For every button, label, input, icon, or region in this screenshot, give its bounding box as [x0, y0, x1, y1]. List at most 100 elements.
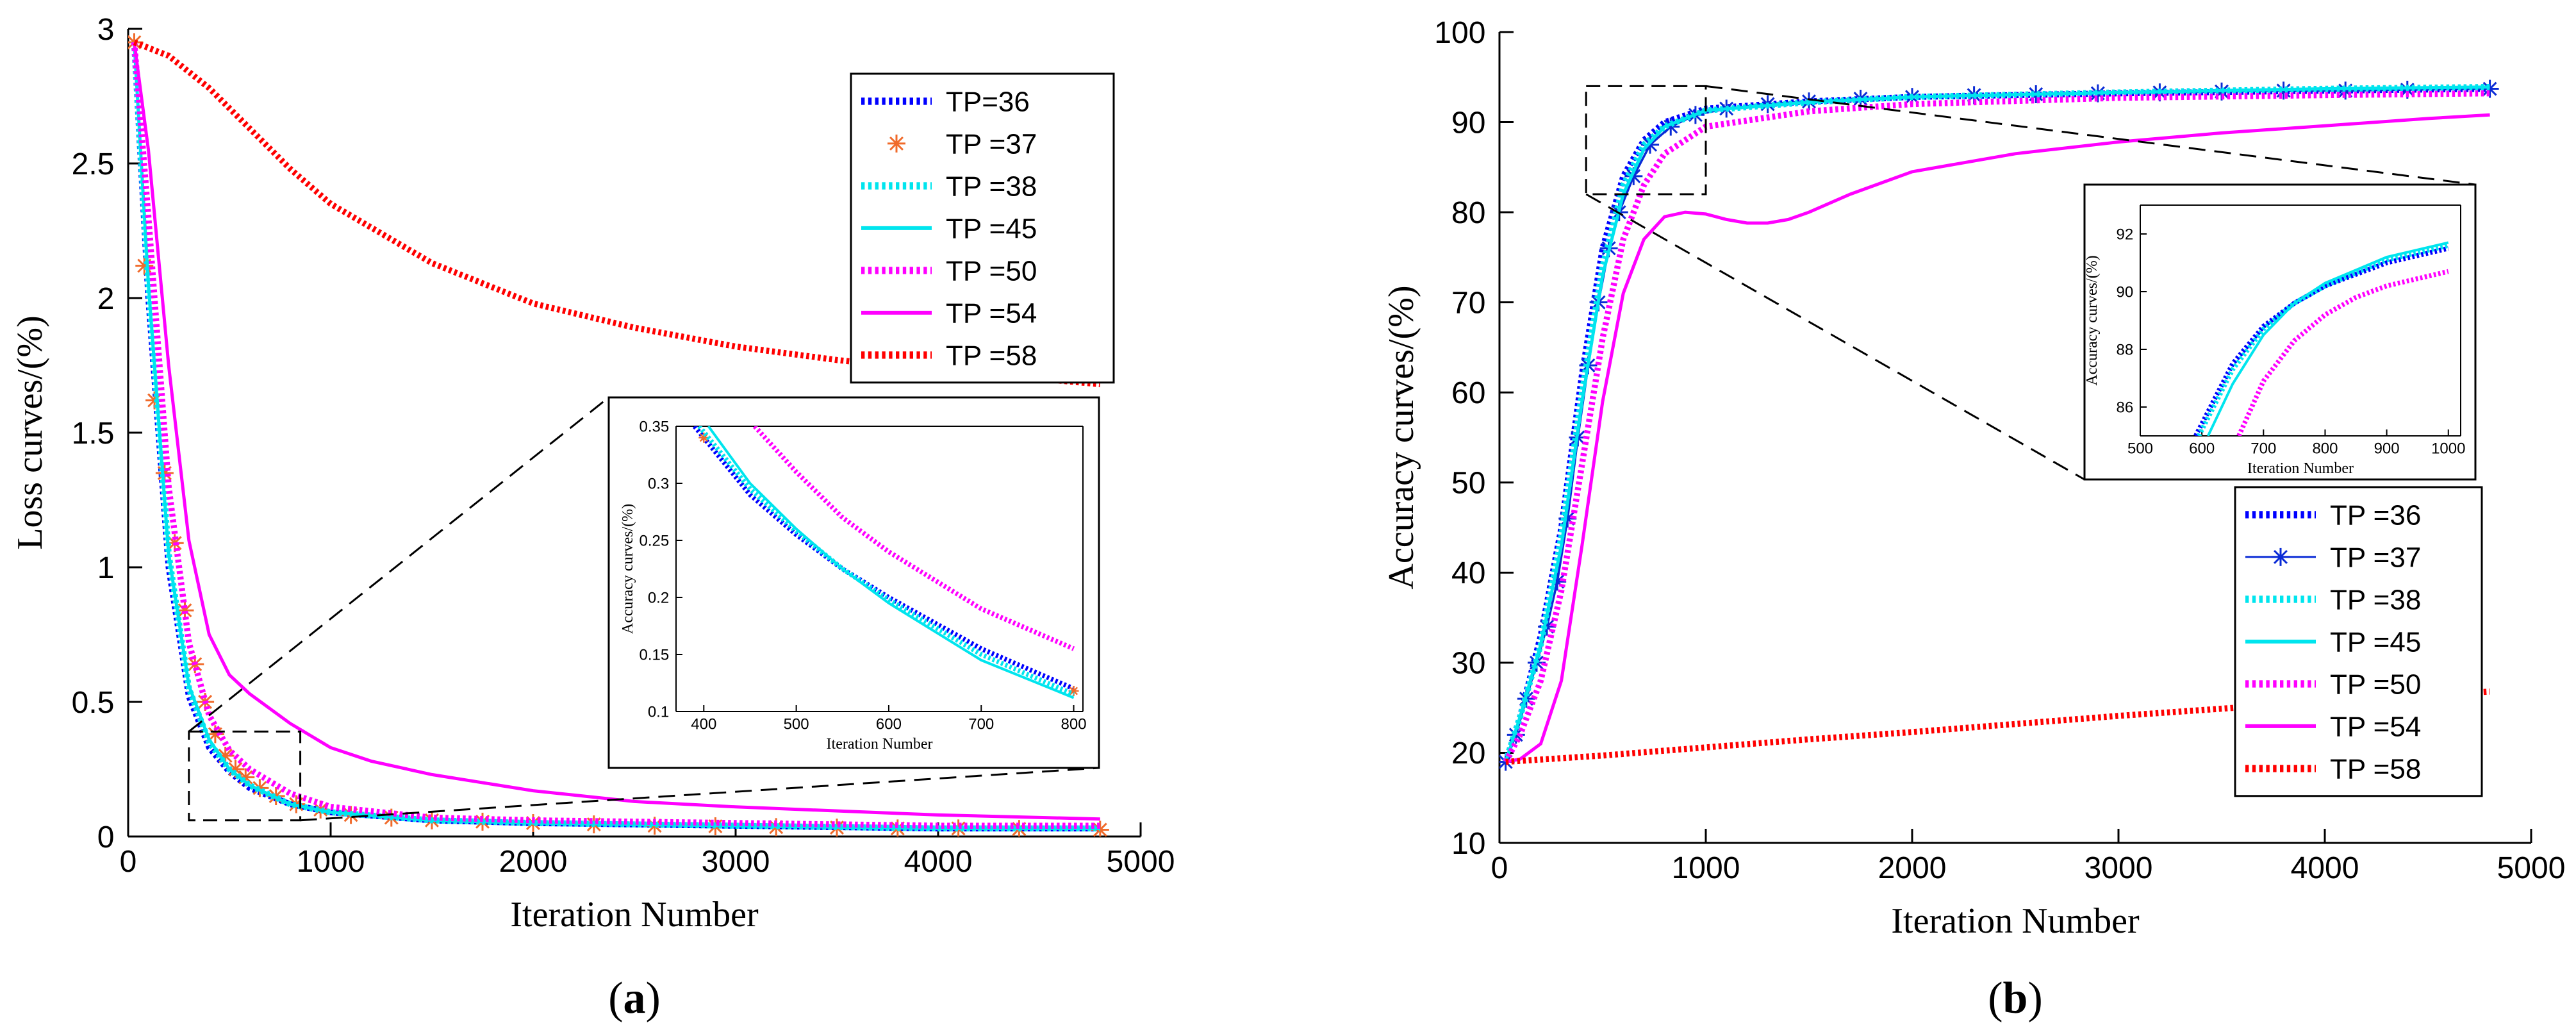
caption: (a)	[608, 974, 661, 1023]
x-tick-label: 2000	[1878, 851, 1947, 885]
zoom-connector-line	[188, 396, 609, 733]
legend-entry: TP =58	[946, 340, 1037, 371]
x-tick-label: 4000	[904, 845, 973, 879]
y-tick-label: 92	[2116, 226, 2133, 243]
series-line-TP=50	[131, 42, 1100, 829]
marker-stroke	[128, 35, 142, 49]
x-tick-label: 3000	[702, 845, 770, 879]
y-tick-label: 2	[97, 282, 115, 316]
x-tick-label: 700	[2250, 440, 2276, 458]
x-tick-label: 800	[1061, 716, 1087, 733]
caption-letter: a	[623, 974, 646, 1023]
zoom-region-box	[1585, 85, 1707, 196]
x-tick-label: 3000	[2085, 851, 2153, 885]
legend-entry: TP =45	[2330, 626, 2421, 658]
y-tick-label: 10	[1451, 827, 1485, 861]
y-tick-label: 90	[1451, 106, 1485, 140]
zoom-connector-line	[300, 767, 1100, 822]
x-tick-label: 1000	[297, 845, 365, 879]
x-tick-label: 700	[968, 716, 994, 733]
inset-y-axis-label: Accuracy curves/(%)	[620, 504, 636, 634]
marker-stroke	[252, 781, 267, 795]
marker-stroke	[1499, 754, 1513, 769]
legend-entry: TP =58	[2330, 753, 2421, 785]
legend-entry: TP =38	[2330, 584, 2421, 615]
zoom-connector-line	[1585, 193, 2085, 481]
caption-close: )	[646, 974, 661, 1023]
marker-stroke	[1069, 687, 1078, 695]
y-tick-label: 30	[1451, 647, 1485, 681]
x-tick-label: 500	[2127, 440, 2153, 458]
y-tick-label: 0.25	[639, 532, 669, 549]
inset-x-axis-label: Iteration Number	[827, 736, 933, 753]
y-tick-label: 20	[1451, 737, 1485, 770]
y-tick-label: 0.1	[648, 703, 669, 720]
series-line-TP=50	[2236, 269, 2449, 436]
series-line-TP=38	[2196, 243, 2449, 436]
marker-stroke	[2482, 81, 2497, 96]
y-tick-label: 90	[2116, 283, 2133, 301]
y-tick-label: 0	[97, 820, 115, 854]
marker-stroke	[228, 762, 243, 776]
legend-entry: TP =37	[2330, 542, 2421, 573]
x-tick-label: 0	[1491, 851, 1508, 885]
series-marker-TP=37	[135, 256, 154, 275]
y-tick-label: 88	[2116, 341, 2133, 358]
series-line-TP=38	[697, 426, 1075, 697]
y-tick-label: 40	[1451, 556, 1485, 590]
series-marker-TP=37	[176, 601, 194, 620]
x-tick-label: 800	[2312, 440, 2338, 458]
series-marker-TP=37	[2481, 79, 2499, 98]
x-tick-label: 600	[876, 716, 902, 733]
caption-close: )	[2027, 974, 2042, 1023]
series-line-TP=54	[1505, 113, 2490, 763]
y-tick-label: 50	[1451, 467, 1485, 501]
y-tick-label: 2.5	[72, 147, 115, 181]
legend-entry: TP=36	[946, 86, 1030, 117]
y-tick-label: 80	[1451, 196, 1485, 230]
x-tick-label: 1000	[2431, 440, 2465, 458]
y-tick-label: 0.5	[72, 686, 115, 720]
inset-y-axis-label: Accuracy curves/(%)	[2084, 255, 2101, 385]
legend-entry: TP =50	[2330, 669, 2421, 700]
caption-open: (	[1988, 974, 2002, 1023]
y-tick-label: 0.15	[639, 646, 669, 663]
legend-marker-1	[888, 134, 905, 153]
series-line-TP=45	[2206, 241, 2449, 436]
y-axis-label: Accuracy curves/(%)	[1382, 285, 1421, 589]
legend-entry: TP =54	[2330, 711, 2421, 742]
y-tick-label: 0.3	[648, 475, 669, 492]
y-tick-label: 0.35	[639, 418, 669, 435]
y-tick-label: 100	[1434, 16, 1485, 50]
caption-letter: b	[2003, 974, 2028, 1023]
marker-stroke	[178, 603, 192, 618]
y-tick-label: 0.2	[648, 589, 669, 606]
y-tick-label: 70	[1451, 286, 1485, 320]
caption-open: (	[608, 974, 623, 1023]
marker-stroke	[889, 136, 904, 151]
legend-entry: TP =45	[946, 213, 1037, 244]
inset-chart: 400 500 600 700 800 0.1 0.15 0.2 0.25 0.3 0.35 Iter…	[607, 396, 1100, 769]
x-tick-label: 0	[120, 845, 137, 879]
series-line-TP=50	[1503, 90, 2490, 763]
x-tick-label: 400	[691, 716, 716, 733]
plot-background	[2140, 205, 2461, 436]
caption: (b)	[1988, 974, 2043, 1023]
x-tick-label: 500	[784, 716, 809, 733]
zoom-connector-line	[1705, 85, 2476, 186]
chart-b: 0 1000 2000 3000 4000 5000 10 20 30 40 50 60 70 80 90 1…	[1382, 16, 2565, 1023]
series-layer	[2193, 241, 2449, 436]
y-tick-label: 1.5	[72, 417, 115, 451]
x-axis-label: Iteration Number	[1891, 901, 2140, 941]
y-tick-label: 1	[97, 551, 115, 585]
marker-stroke	[208, 727, 222, 742]
marker-stroke	[2274, 549, 2288, 564]
y-tick-label: 86	[2116, 399, 2133, 416]
chart-a: 0 1000 2000 3000 4000 5000 0 0.5 1 1.5 2 2.5 3 Iterat…	[10, 13, 1175, 1023]
series-layer	[692, 426, 1079, 699]
zoom-region-box	[188, 730, 302, 822]
y-axis-label: Loss curves/(%)	[10, 315, 50, 549]
legend-entry: TP =36	[2330, 499, 2421, 531]
x-tick-label: 900	[2374, 440, 2400, 458]
